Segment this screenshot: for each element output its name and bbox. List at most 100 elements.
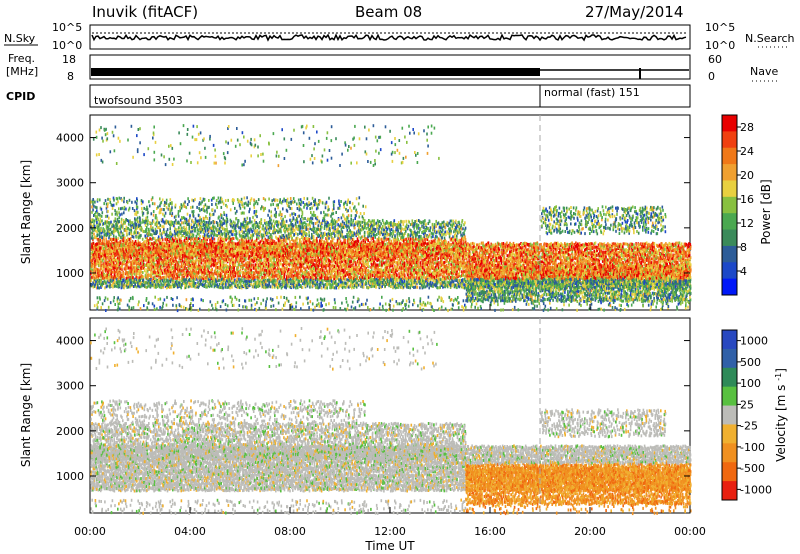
power-cell: [193, 259, 195, 262]
power-cell: [431, 256, 433, 259]
power-cell: [417, 269, 419, 272]
power-cell: [219, 271, 221, 274]
power-cell: [213, 253, 215, 256]
power-cell: [250, 274, 252, 277]
power-cell: [96, 255, 98, 258]
power-cell: [158, 278, 160, 281]
power-cell: [226, 263, 228, 266]
cpid-label: CPID: [6, 90, 35, 103]
power-cell: [263, 286, 265, 289]
power-cell: [321, 287, 323, 290]
power-cell: [251, 264, 253, 267]
power-cell: [241, 271, 243, 274]
power-cell: [357, 266, 359, 269]
power-cell: [206, 262, 208, 265]
power-cell: [429, 274, 431, 277]
power-cell: [395, 261, 397, 264]
noise-tick-right-bottom: 10^0: [705, 39, 735, 52]
power-cell: [176, 256, 178, 259]
power-cell: [294, 274, 296, 277]
power-cell: [363, 273, 365, 276]
power-cell: [287, 285, 289, 288]
power-cell: [211, 285, 213, 288]
power-cell: [101, 267, 103, 270]
power-cell: [270, 263, 272, 266]
power-cell: [324, 271, 326, 274]
nsky-label: N.Sky: [4, 32, 36, 45]
power-cell: [108, 279, 110, 282]
power-cell: [245, 258, 247, 261]
power-cell: [345, 286, 347, 289]
power-cell: [274, 279, 276, 282]
power-cell: [145, 274, 147, 277]
power-cell: [116, 285, 118, 288]
power-cell: [381, 269, 383, 272]
power-cell: [104, 286, 106, 289]
power-cell: [94, 269, 96, 272]
power-cell: [265, 280, 267, 283]
power-cell: [428, 279, 430, 282]
power-cell: [332, 270, 334, 273]
power-cell: [148, 260, 150, 263]
power-cell: [343, 269, 345, 272]
power-cell: [322, 279, 324, 282]
power-cell: [414, 279, 416, 282]
power-cell: [176, 280, 178, 283]
power-cell: [350, 284, 352, 287]
power-cell: [433, 276, 435, 279]
power-cell: [211, 261, 213, 264]
power-cell: [425, 285, 427, 288]
power-cell: [370, 258, 372, 261]
power-cell: [289, 280, 291, 283]
power-cell: [194, 270, 196, 273]
power-cell: [358, 284, 360, 287]
power-cell: [395, 286, 397, 289]
power-cell: [418, 265, 420, 268]
power-cell: [161, 266, 163, 269]
power-cell: [362, 283, 364, 286]
power-cell: [143, 276, 145, 279]
power-cell: [397, 255, 399, 258]
power-cell: [96, 259, 98, 262]
power-cell: [340, 272, 342, 275]
power-cell: [298, 280, 300, 283]
power-cell: [270, 285, 272, 288]
power-cell: [213, 263, 215, 266]
power-cell: [156, 257, 158, 260]
power-cell: [303, 266, 305, 269]
power-cell: [325, 283, 327, 286]
noise-tick-left-bottom: 10^0: [52, 39, 82, 52]
power-cell: [235, 274, 237, 277]
power-cell: [140, 279, 142, 282]
power-cell: [222, 263, 224, 266]
power-cell: [327, 273, 329, 276]
power-cell: [368, 269, 370, 272]
power-cell: [297, 286, 299, 289]
power-cell: [288, 275, 290, 278]
power-cell: [195, 262, 197, 265]
power-cell: [164, 279, 166, 282]
freq-tick-top: 18: [62, 53, 76, 66]
power-cell: [204, 271, 206, 274]
power-cell: [235, 261, 237, 264]
power-cell: [345, 278, 347, 281]
power-cell: [404, 262, 406, 265]
power-cell: [390, 274, 392, 277]
power-cell: [145, 259, 147, 262]
power-cell: [291, 281, 293, 284]
power-cell: [287, 261, 289, 264]
power-cell: [223, 277, 225, 280]
power-cell: [396, 273, 398, 276]
power-cell: [172, 266, 174, 269]
power-cell: [136, 273, 138, 276]
power-cell: [405, 276, 407, 279]
power-cell: [406, 277, 408, 280]
power-cell: [154, 280, 156, 283]
power-cell: [118, 277, 120, 280]
power-cell: [400, 271, 402, 274]
power-cell: [182, 259, 184, 262]
power-cell: [119, 284, 121, 287]
power-cell: [181, 270, 183, 273]
power-cell: [97, 284, 99, 287]
freq-label-line2: [MHz]: [6, 65, 38, 78]
